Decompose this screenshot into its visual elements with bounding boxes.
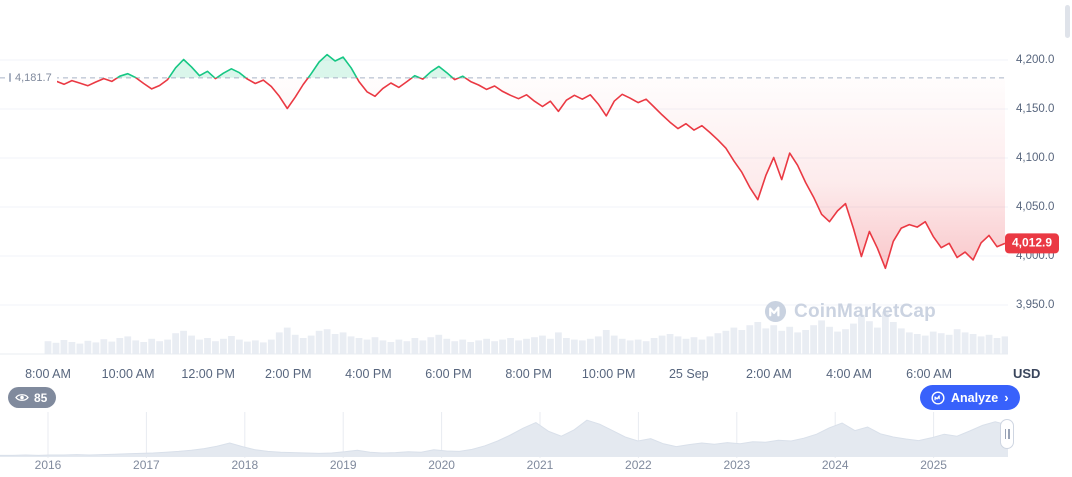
price-line-down [47, 77, 1006, 270]
range-selector[interactable] [0, 412, 1009, 458]
eye-icon [15, 394, 29, 401]
coinmarketcap-button-logo-icon [931, 390, 945, 405]
main-chart-area[interactable]: 4,181.7 CoinMarketCap [0, 0, 1008, 360]
year-label: 2025 [920, 458, 947, 472]
gridlines [0, 59, 1008, 306]
coinmarketcap-watermark: CoinMarketCap [764, 300, 936, 323]
range-selector-chart[interactable] [0, 412, 1009, 458]
price-tick-label: 4,000.0 [1016, 250, 1055, 262]
coinmarketcap-logo-icon [764, 300, 787, 323]
year-label: 2021 [526, 458, 554, 472]
currency-label: USD [1013, 366, 1041, 381]
year-label: 2017 [133, 458, 160, 472]
year-label: 2018 [231, 458, 259, 472]
area-below-open [48, 77, 1005, 269]
time-label: 8:00 AM [25, 367, 71, 381]
time-label: 10:00 AM [101, 367, 155, 381]
year-label: 2020 [428, 458, 455, 472]
year-label: 2023 [723, 458, 751, 472]
time-label: 2:00 PM [265, 367, 312, 381]
watermark-text: CoinMarketCap [794, 300, 936, 322]
time-label: 4:00 PM [345, 367, 392, 381]
analyze-label: Analyze [951, 390, 999, 405]
year-axis: 2016 2017 2018 2019 2020 2021 2022 2023 2024 2025 [0, 458, 1008, 474]
scrollbar-thumb[interactable] [1065, 5, 1070, 38]
time-label: 12:00 PM [181, 367, 235, 381]
price-tick-label: 4,200.0 [1016, 54, 1055, 66]
current-price-badge: 4,012.9 [1005, 233, 1060, 253]
time-label: 25 Sep [668, 367, 709, 381]
time-label: 8:00 PM [505, 367, 552, 381]
price-chart-svg[interactable] [0, 0, 1008, 360]
watchers-count: 85 [34, 390, 48, 405]
price-line-up [47, 53, 467, 78]
time-label: 4:00 AM [826, 367, 872, 381]
open-price-marker-icon [9, 73, 11, 83]
open-price-label: 4,181.7 [6, 70, 57, 85]
year-label: 2024 [821, 458, 849, 472]
watchers-badge[interactable]: 85 [8, 387, 57, 408]
year-label: 2022 [625, 458, 652, 472]
time-label: 10:00 PM [581, 367, 636, 381]
open-price-value: 4,181.7 [15, 71, 52, 84]
volume-bars [44, 311, 1008, 354]
year-label: 2019 [329, 458, 357, 472]
price-tick-label: 4,050.0 [1016, 201, 1055, 213]
year-label: 2016 [34, 458, 62, 472]
range-scrubber-handle[interactable] [1000, 419, 1014, 449]
analyze-button[interactable]: Analyze › [920, 385, 1020, 410]
chevron-right-icon: › [1004, 389, 1009, 405]
price-axis: 4,200.0 4,150.0 4,100.0 4,050.0 4,000.0 3,950… [1008, 0, 1072, 360]
time-axis: 8:00 AM 10:00 AM 12:00 PM 2:00 PM 4:00 PM 6:0… [0, 360, 1008, 386]
time-label: 2:00 AM [745, 367, 792, 381]
price-tick-label: 3,950.0 [1016, 299, 1055, 311]
price-tick-label: 4,150.0 [1016, 103, 1055, 115]
price-tick-label: 4,100.0 [1016, 152, 1055, 164]
time-label: 6:00 PM [425, 367, 472, 381]
time-label: 6:00 AM [906, 367, 953, 381]
